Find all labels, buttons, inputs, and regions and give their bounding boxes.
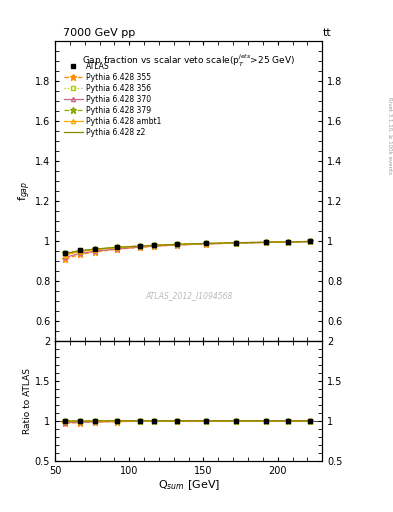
- Pythia 6.428 370: [63, 254, 68, 260]
- Y-axis label: Ratio to ATLAS: Ratio to ATLAS: [23, 368, 32, 434]
- Pythia 6.428 ambt1: [286, 239, 290, 245]
- Pythia 6.428 370: [286, 239, 290, 245]
- Pythia 6.428 ambt1: [234, 240, 239, 246]
- Pythia 6.428 355: [263, 240, 268, 246]
- Pythia 6.428 370: [93, 248, 97, 254]
- Pythia 6.428 z2: [93, 246, 97, 252]
- Pythia 6.428 355: [286, 239, 290, 245]
- Pythia 6.428 z2: [115, 244, 120, 250]
- Pythia 6.428 370: [204, 241, 209, 247]
- Pythia 6.428 379: [174, 242, 179, 248]
- Pythia 6.428 355: [204, 241, 209, 247]
- Pythia 6.428 ambt1: [263, 239, 268, 245]
- Pythia 6.428 ambt1: [152, 242, 157, 248]
- Pythia 6.428 356: [204, 241, 209, 247]
- Pythia 6.428 370: [308, 239, 313, 245]
- Pythia 6.428 355: [152, 243, 157, 249]
- Pythia 6.428 355: [137, 244, 142, 250]
- Pythia 6.428 356: [137, 243, 142, 249]
- Pythia 6.428 355: [78, 251, 83, 258]
- Y-axis label: f$_{gap}$: f$_{gap}$: [17, 181, 33, 201]
- Pythia 6.428 370: [234, 240, 239, 246]
- Line: Pythia 6.428 ambt1: Pythia 6.428 ambt1: [63, 240, 312, 257]
- Pythia 6.428 370: [174, 242, 179, 248]
- Pythia 6.428 z2: [286, 239, 290, 245]
- Pythia 6.428 356: [286, 239, 290, 245]
- Pythia 6.428 379: [286, 239, 290, 245]
- Text: 7000 GeV pp: 7000 GeV pp: [63, 28, 135, 38]
- Pythia 6.428 379: [152, 242, 157, 248]
- Pythia 6.428 370: [263, 240, 268, 246]
- Pythia 6.428 379: [93, 246, 97, 252]
- Text: ATLAS_2012_I1094568: ATLAS_2012_I1094568: [145, 291, 232, 301]
- Pythia 6.428 356: [263, 239, 268, 245]
- Pythia 6.428 379: [234, 240, 239, 246]
- Text: mcplots.cern.ch [arXiv:1306.3436]: mcplots.cern.ch [arXiv:1306.3436]: [392, 205, 393, 296]
- Pythia 6.428 379: [63, 250, 68, 257]
- Pythia 6.428 ambt1: [137, 243, 142, 249]
- Pythia 6.428 ambt1: [308, 239, 313, 245]
- Text: Gap fraction vs scalar veto scale(p$_T^{jets}$>25 GeV): Gap fraction vs scalar veto scale(p$_T^{…: [82, 53, 295, 69]
- Pythia 6.428 379: [78, 248, 83, 254]
- Line: Pythia 6.428 355: Pythia 6.428 355: [62, 238, 314, 262]
- Pythia 6.428 ambt1: [115, 245, 120, 251]
- Pythia 6.428 z2: [152, 242, 157, 248]
- Pythia 6.428 z2: [78, 248, 83, 254]
- Pythia 6.428 379: [115, 244, 120, 250]
- Pythia 6.428 ambt1: [78, 248, 83, 254]
- Pythia 6.428 356: [93, 246, 97, 252]
- Pythia 6.428 355: [115, 246, 120, 252]
- Line: Pythia 6.428 356: Pythia 6.428 356: [63, 240, 312, 255]
- Pythia 6.428 ambt1: [63, 252, 68, 258]
- Line: Pythia 6.428 z2: Pythia 6.428 z2: [65, 242, 310, 253]
- Pythia 6.428 370: [78, 250, 83, 257]
- Pythia 6.428 355: [308, 239, 313, 245]
- Pythia 6.428 z2: [308, 239, 313, 245]
- Text: tt: tt: [323, 28, 331, 38]
- Pythia 6.428 355: [174, 242, 179, 248]
- Pythia 6.428 356: [308, 239, 313, 245]
- Pythia 6.428 z2: [263, 239, 268, 245]
- Pythia 6.428 356: [234, 240, 239, 246]
- Pythia 6.428 z2: [174, 241, 179, 247]
- Pythia 6.428 z2: [204, 241, 209, 247]
- Pythia 6.428 370: [115, 246, 120, 252]
- X-axis label: Q$_{sum}$ [GeV]: Q$_{sum}$ [GeV]: [158, 478, 220, 492]
- Pythia 6.428 z2: [137, 243, 142, 249]
- Line: Pythia 6.428 370: Pythia 6.428 370: [63, 240, 312, 260]
- Pythia 6.428 355: [234, 240, 239, 246]
- Pythia 6.428 ambt1: [93, 247, 97, 253]
- Pythia 6.428 370: [152, 243, 157, 249]
- Pythia 6.428 ambt1: [204, 241, 209, 247]
- Pythia 6.428 355: [93, 249, 97, 255]
- Pythia 6.428 356: [152, 242, 157, 248]
- Pythia 6.428 356: [174, 241, 179, 247]
- Pythia 6.428 356: [63, 250, 68, 256]
- Pythia 6.428 ambt1: [174, 242, 179, 248]
- Pythia 6.428 379: [308, 239, 313, 245]
- Pythia 6.428 355: [63, 256, 68, 262]
- Legend: ATLAS, Pythia 6.428 355, Pythia 6.428 356, Pythia 6.428 370, Pythia 6.428 379, P: ATLAS, Pythia 6.428 355, Pythia 6.428 35…: [62, 60, 163, 139]
- Pythia 6.428 379: [263, 239, 268, 245]
- Pythia 6.428 z2: [63, 250, 68, 257]
- Pythia 6.428 356: [78, 247, 83, 253]
- Pythia 6.428 379: [137, 243, 142, 249]
- Pythia 6.428 370: [137, 244, 142, 250]
- Pythia 6.428 z2: [234, 240, 239, 246]
- Pythia 6.428 379: [204, 241, 209, 247]
- Pythia 6.428 356: [115, 244, 120, 250]
- Line: Pythia 6.428 379: Pythia 6.428 379: [62, 238, 314, 257]
- Text: Rivet 3.1.10, ≥ 100k events: Rivet 3.1.10, ≥ 100k events: [387, 97, 392, 175]
